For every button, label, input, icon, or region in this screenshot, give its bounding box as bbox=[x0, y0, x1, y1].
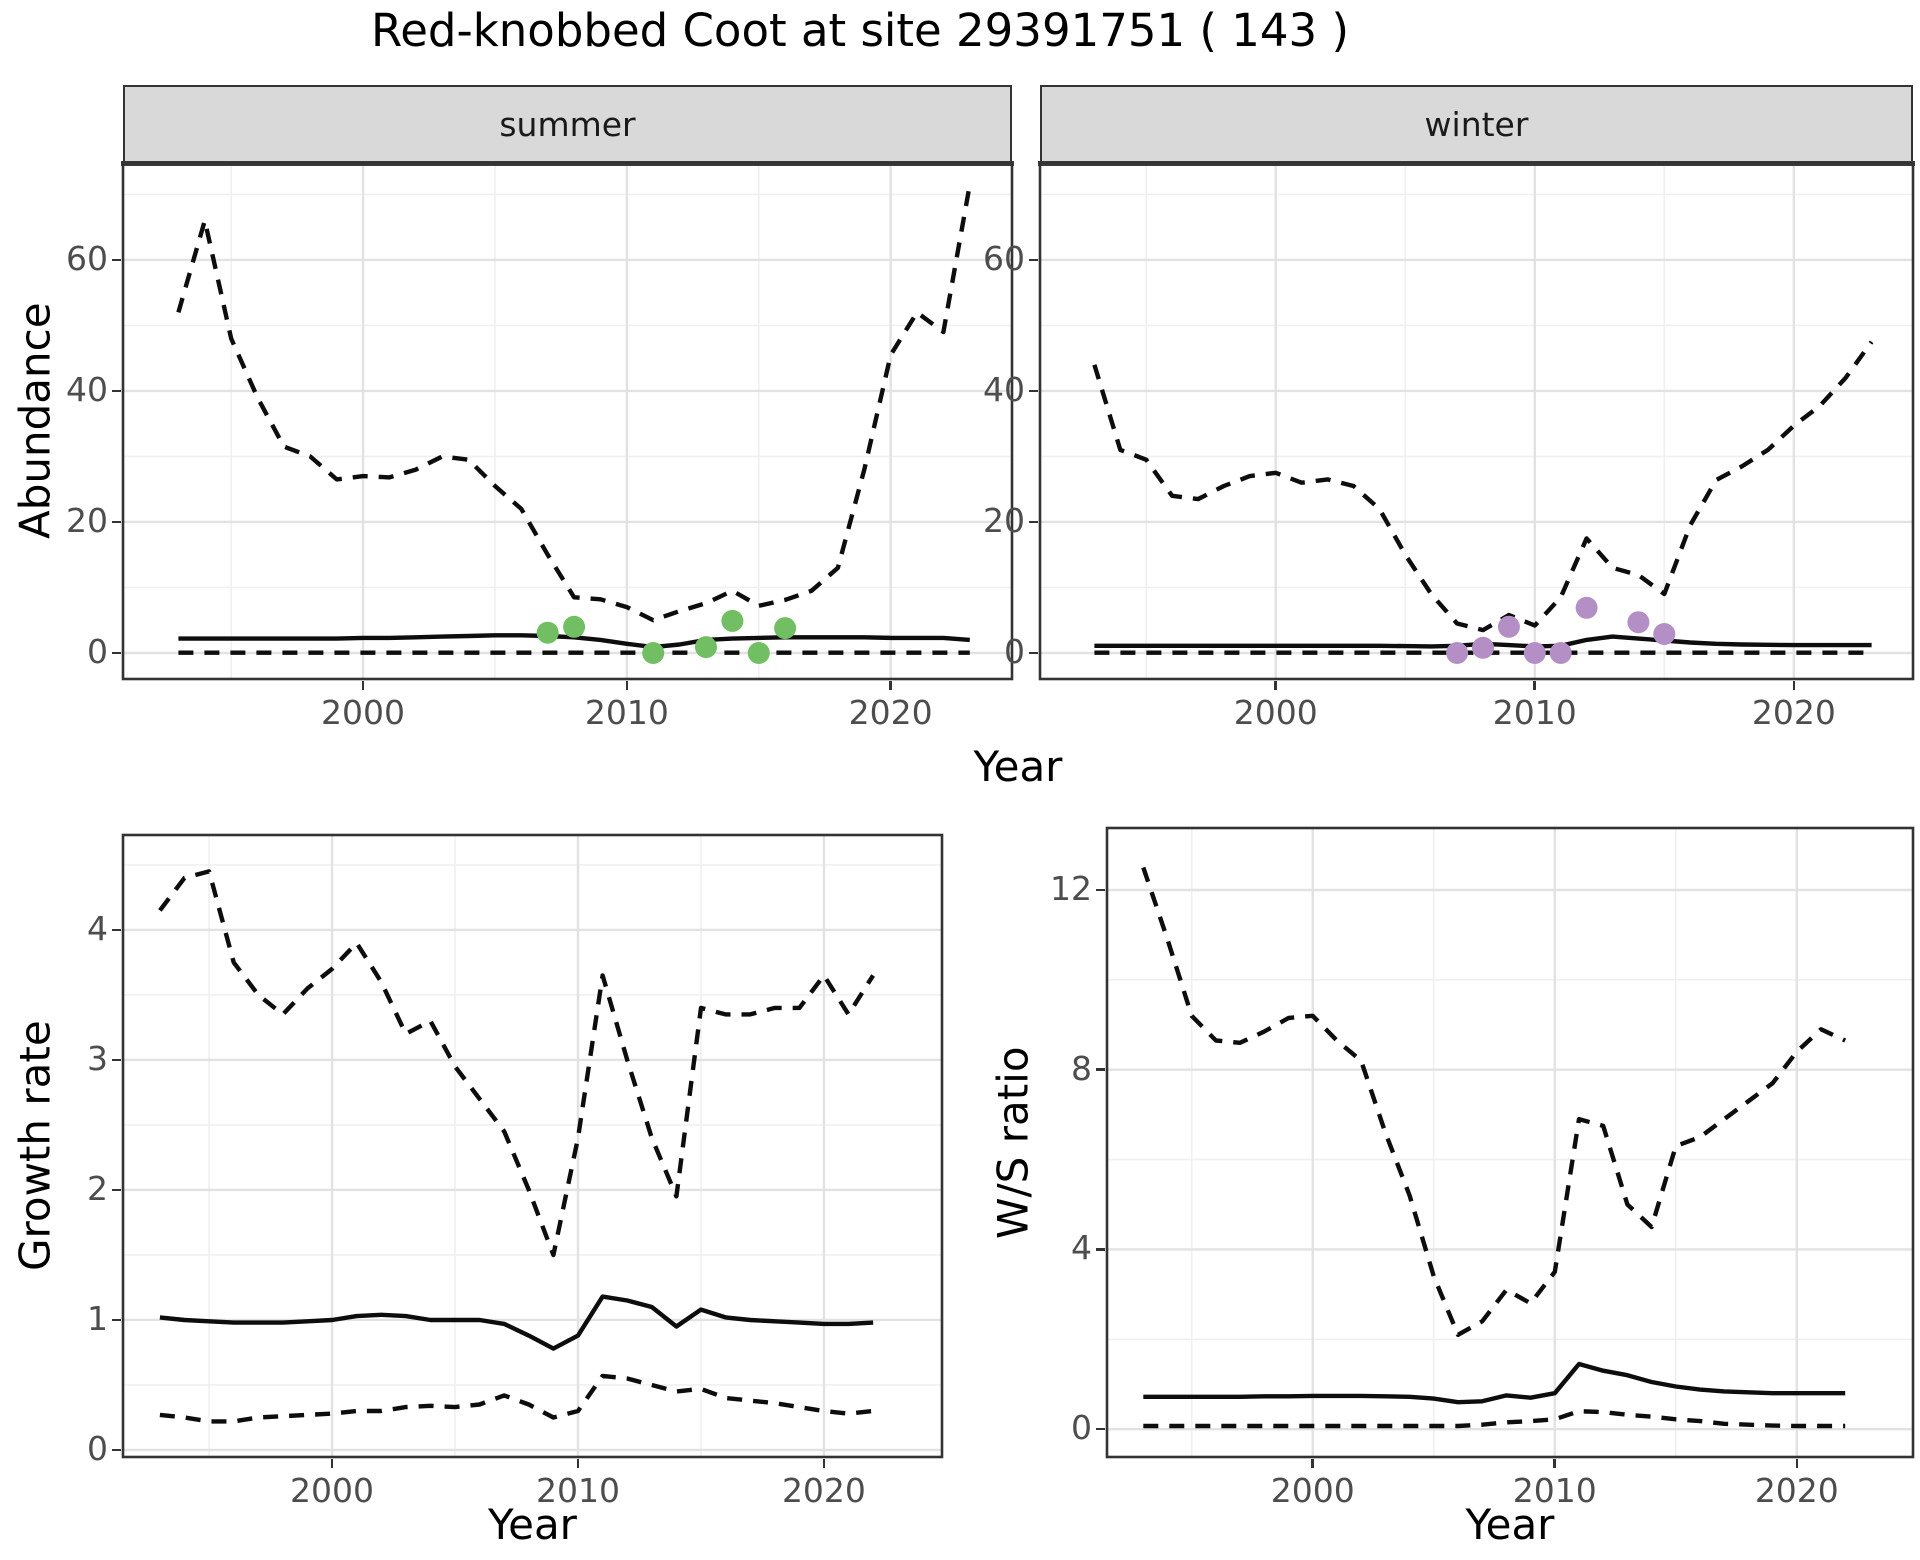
panel-ws bbox=[1105, 826, 1915, 1459]
x-axis-title-year-growth: Year bbox=[488, 1500, 577, 1549]
x-tick-mark bbox=[330, 1459, 334, 1468]
series-ws-lower-ci bbox=[1143, 1409, 1846, 1429]
y-tick-mark bbox=[112, 258, 121, 262]
figure-title: Red-knobbed Coot at site 29391751 ( 143 … bbox=[370, 4, 1350, 57]
summer-observations-point bbox=[721, 609, 744, 632]
y-tick-mark bbox=[1096, 888, 1105, 892]
x-tick-label: 2020 bbox=[781, 1471, 866, 1510]
y-tick-label: 40 bbox=[66, 369, 108, 409]
y-tick-mark bbox=[1096, 1427, 1105, 1431]
y-tick-label: 3 bbox=[87, 1038, 108, 1078]
y-tick-label: 0 bbox=[1071, 1408, 1092, 1448]
summer-observations-point bbox=[563, 615, 586, 638]
series-growth-upper-ci bbox=[158, 869, 875, 1258]
x-tick-mark bbox=[1795, 1459, 1799, 1468]
x-tick-label: 2010 bbox=[584, 693, 669, 732]
y-tick-label: 4 bbox=[1071, 1228, 1092, 1268]
x-axis-title-year-ws: Year bbox=[1465, 1500, 1555, 1549]
y-tick-label: 2 bbox=[87, 1168, 108, 1208]
winter-observations-point bbox=[1446, 642, 1469, 664]
x-axis-title-year-top: Year bbox=[973, 742, 1063, 791]
y-tick-mark bbox=[1029, 258, 1038, 262]
x-tick-mark bbox=[1274, 681, 1278, 690]
winter-observations-point bbox=[1523, 642, 1546, 664]
x-tick-label: 2010 bbox=[1512, 1471, 1597, 1510]
y-tick-mark bbox=[112, 1058, 121, 1062]
y-tick-label: 20 bbox=[983, 500, 1025, 540]
y-tick-mark bbox=[112, 928, 121, 932]
x-tick-mark bbox=[361, 681, 365, 690]
summer-observations-point bbox=[774, 617, 797, 640]
winter-observations-point bbox=[1653, 623, 1676, 645]
facet-strip-winter-label: winter bbox=[1424, 104, 1529, 144]
x-tick-mark bbox=[625, 681, 629, 690]
x-tick-label: 2010 bbox=[536, 1471, 620, 1510]
winter-observations-point bbox=[1627, 611, 1650, 634]
x-tick-mark bbox=[822, 1459, 826, 1468]
y-tick-label: 4 bbox=[87, 908, 108, 948]
y-tick-label: 12 bbox=[1050, 869, 1092, 908]
y-tick-mark bbox=[1029, 389, 1038, 393]
y-tick-mark bbox=[112, 389, 121, 393]
x-tick-label: 2020 bbox=[848, 693, 933, 732]
y-axis-title-ws-ratio: W/S ratio bbox=[988, 1046, 1038, 1239]
x-tick-label: 2000 bbox=[290, 1471, 375, 1510]
facet-strip-summer: summer bbox=[123, 85, 1012, 163]
series-growth-median bbox=[159, 1294, 874, 1351]
y-tick-mark bbox=[1029, 520, 1038, 524]
y-tick-label: 60 bbox=[983, 238, 1025, 278]
y-tick-label: 8 bbox=[1071, 1048, 1092, 1088]
y-tick-mark bbox=[112, 520, 121, 524]
series-winter-upper-ci bbox=[1092, 340, 1874, 633]
y-tick-label: 40 bbox=[983, 369, 1025, 409]
summer-observations-point bbox=[642, 642, 665, 664]
y-tick-mark bbox=[1029, 651, 1038, 655]
panel-growth bbox=[121, 833, 944, 1459]
y-tick-label: 0 bbox=[1004, 631, 1025, 671]
winter-observations-point bbox=[1472, 636, 1494, 659]
y-tick-mark bbox=[112, 1188, 121, 1192]
facet-strip-winter: winter bbox=[1040, 85, 1913, 163]
x-tick-label: 2000 bbox=[1233, 693, 1318, 732]
y-tick-label: 1 bbox=[87, 1298, 108, 1338]
summer-observations-point bbox=[695, 636, 717, 659]
panel-winter bbox=[1038, 161, 1915, 681]
series-ws-median bbox=[1143, 1361, 1846, 1405]
x-tick-mark bbox=[1553, 1459, 1557, 1468]
series-summer-upper-ci bbox=[176, 184, 972, 623]
y-tick-mark bbox=[112, 651, 121, 655]
x-tick-mark bbox=[1792, 681, 1796, 690]
winter-observations-point bbox=[1575, 596, 1598, 619]
y-tick-mark bbox=[1096, 1068, 1105, 1071]
x-tick-label: 2020 bbox=[1751, 693, 1836, 732]
series-growth-lower-ci bbox=[159, 1373, 874, 1424]
y-tick-label: 20 bbox=[66, 500, 108, 540]
x-tick-mark bbox=[889, 681, 892, 690]
x-tick-label: 2020 bbox=[1754, 1471, 1839, 1510]
y-tick-label: 0 bbox=[87, 1428, 108, 1468]
y-tick-mark bbox=[112, 1318, 121, 1322]
x-tick-label: 2000 bbox=[321, 693, 406, 732]
series-ws-upper-ci bbox=[1141, 866, 1847, 1337]
summer-observations-point bbox=[536, 621, 559, 644]
y-tick-label: 60 bbox=[66, 238, 108, 278]
x-tick-mark bbox=[1533, 681, 1537, 690]
x-tick-label: 2010 bbox=[1492, 693, 1577, 732]
facet-strip-summer-label: summer bbox=[499, 104, 636, 144]
x-tick-label: 2000 bbox=[1270, 1471, 1355, 1510]
y-tick-mark bbox=[112, 1448, 121, 1452]
y-tick-mark bbox=[1096, 1248, 1105, 1251]
summer-observations-point bbox=[747, 642, 770, 664]
winter-observations-point bbox=[1497, 615, 1520, 638]
x-tick-mark bbox=[1311, 1459, 1315, 1468]
y-tick-label: 0 bbox=[87, 631, 108, 671]
panel-summer bbox=[121, 161, 1014, 681]
x-tick-mark bbox=[576, 1459, 580, 1468]
winter-observations-point bbox=[1549, 642, 1572, 664]
